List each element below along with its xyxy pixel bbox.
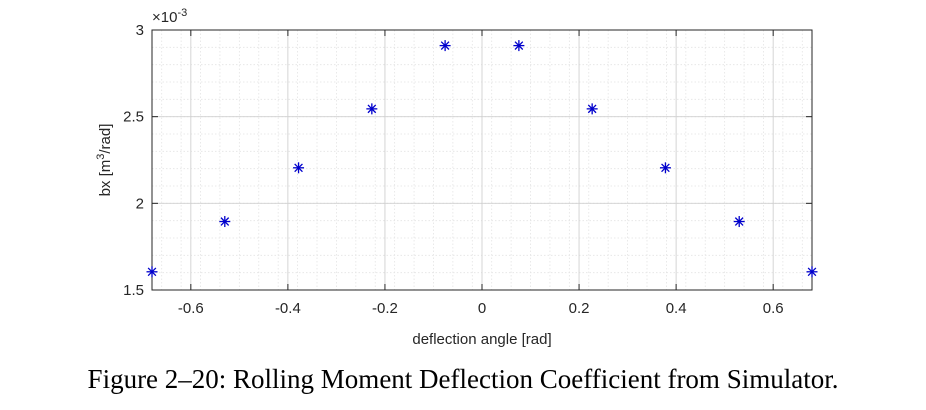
data-points	[146, 40, 818, 278]
data-point	[733, 216, 745, 228]
x-tick-label: 0	[478, 300, 486, 317]
x-tick-label: 0.6	[763, 300, 784, 317]
data-point	[219, 216, 231, 228]
y-tick-label: 3	[136, 22, 144, 39]
x-tick-labels: -0.6 -0.4 -0.2 0 0.2 0.4 0.6	[178, 300, 784, 317]
y-multiplier-base: ×10	[152, 9, 177, 26]
y-tick-label: 1.5	[123, 282, 144, 299]
x-tick-label: 0.4	[666, 300, 687, 317]
minor-grid	[152, 30, 812, 290]
data-point	[806, 266, 818, 278]
chart: -0.6 -0.4 -0.2 0 0.2 0.4 0.6 1.5 2 2.5 3 ×10-3 de…	[95, 7, 818, 348]
y-axis-label-prefix: bx [m	[97, 160, 114, 197]
y-axis-label-suffix: /rad]	[97, 124, 114, 154]
data-point	[366, 103, 378, 115]
x-axis-label: deflection angle [rad]	[412, 331, 551, 348]
y-tick-label: 2	[136, 195, 144, 212]
y-multiplier: ×10-3	[152, 7, 187, 26]
y-axis-label-superscript: 3	[95, 154, 107, 160]
data-point	[293, 162, 305, 174]
x-tick-label: 0.2	[569, 300, 590, 317]
data-point	[513, 40, 525, 52]
x-tick-label: -0.2	[372, 300, 398, 317]
major-grid	[152, 30, 812, 290]
data-point	[586, 103, 598, 115]
data-point	[439, 40, 451, 52]
axis-ticks	[152, 29, 812, 291]
y-tick-labels: 1.5 2 2.5 3	[123, 22, 144, 299]
data-point	[659, 162, 671, 174]
data-point	[146, 266, 158, 278]
x-tick-label: -0.4	[275, 300, 301, 317]
figure-caption: Figure 2–20: Rolling Moment Deflection C…	[87, 364, 839, 394]
y-tick-label: 2.5	[123, 109, 144, 126]
y-axis-label: bx [m3/rad]	[95, 124, 114, 197]
x-tick-label: -0.6	[178, 300, 204, 317]
y-multiplier-exponent: -3	[177, 7, 187, 19]
